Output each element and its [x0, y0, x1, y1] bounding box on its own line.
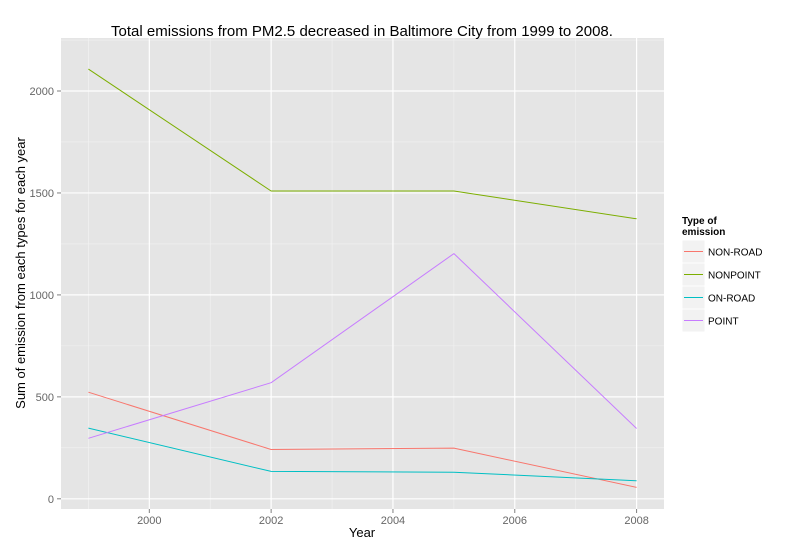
y-tick-label: 1000 [30, 290, 54, 302]
legend-label-nonpoint: NONPOINT [708, 271, 761, 282]
legend-item-non-road: NON-ROAD [681, 239, 762, 264]
legend-items: NON-ROAD NONPOINT ON-ROAD POINT [681, 239, 762, 333]
legend-label-non-road: NON-ROAD [708, 248, 762, 259]
x-tick-label: 2006 [503, 515, 527, 527]
series-line-point [88, 253, 637, 439]
legend-item-nonpoint: NONPOINT [681, 262, 761, 287]
legend-title-line-2: emission [682, 227, 725, 238]
y-tick-label: 0 [48, 494, 54, 506]
x-axis-title: Year [349, 525, 376, 540]
x-tick-label: 2002 [259, 515, 283, 527]
series-line-non-road [88, 391, 637, 488]
chart-title: Total emissions from PM2.5 decreased in … [111, 23, 613, 40]
x-tick-label: 2008 [624, 515, 648, 527]
legend-item-point: POINT [681, 308, 739, 333]
series-lines [88, 68, 637, 488]
legend-label-on-road: ON-ROAD [708, 294, 755, 305]
y-axis-ticks: 0 500 1000 1500 2000 [30, 86, 61, 506]
legend: Type of emission NON-ROAD NONPOINT ON-ROAD… [681, 216, 762, 333]
legend-item-on-road: ON-ROAD [681, 285, 755, 310]
series-line-on-road [88, 427, 637, 482]
series-line-nonpoint [88, 68, 637, 220]
legend-title-line-1: Type of [682, 216, 717, 227]
y-tick-label: 1500 [30, 188, 54, 200]
major-gridlines [61, 38, 664, 509]
x-tick-label: 2004 [381, 515, 405, 527]
minor-gridlines [61, 38, 664, 509]
plot-panel [61, 38, 664, 509]
x-axis-ticks: 2000 2002 2004 2006 2008 [137, 509, 649, 527]
x-tick-label: 2000 [137, 515, 161, 527]
legend-label-point: POINT [708, 317, 739, 328]
y-tick-label: 500 [36, 392, 54, 404]
y-axis-title: Sum of emission from each types for each… [13, 136, 28, 408]
y-tick-label: 2000 [30, 86, 54, 98]
